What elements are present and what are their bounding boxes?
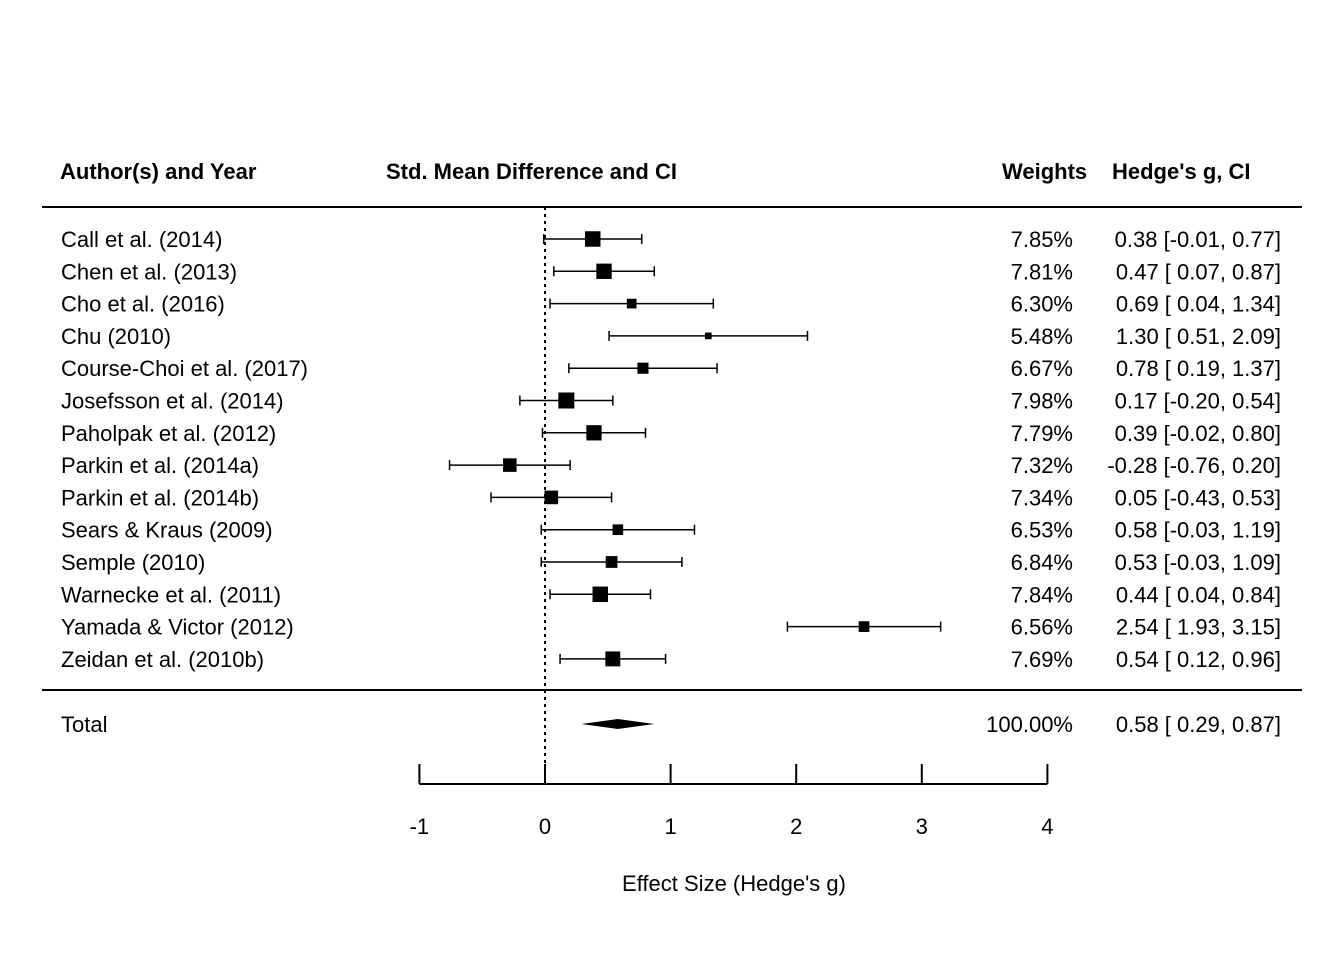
study-weight: 6.30% <box>1011 292 1073 317</box>
study-row: Parkin et al. (2014b) 7.34% 0.05 [-0.43, 0… <box>61 485 1281 510</box>
total-label: Total <box>61 712 107 737</box>
point-estimate-square <box>596 263 612 279</box>
study-weight: 6.53% <box>1011 518 1073 543</box>
study-row: Call et al. (2014) 7.85% 0.38 [-0.01, 0.77… <box>61 227 1281 252</box>
study-row: Parkin et al. (2014a) 7.32% -0.28 [-0.76, … <box>61 453 1281 478</box>
study-weight: 7.81% <box>1011 259 1073 284</box>
header-weights: Weights <box>1002 159 1087 184</box>
study-label: Yamada & Victor (2012) <box>61 615 294 640</box>
study-weight: 5.48% <box>1011 324 1073 349</box>
x-tick-label: 3 <box>916 814 928 839</box>
point-estimate-square <box>586 425 602 441</box>
study-weight: 6.56% <box>1011 615 1073 640</box>
x-tick-label: -1 <box>410 814 430 839</box>
x-tick-label: 0 <box>539 814 551 839</box>
study-ci-text: 0.69 [ 0.04, 1.34] <box>1116 292 1281 317</box>
study-ci-text: -0.28 [-0.76, 0.20] <box>1107 453 1281 478</box>
study-label: Cho et al. (2016) <box>61 292 225 317</box>
study-weight: 6.67% <box>1011 356 1073 381</box>
point-estimate-square <box>704 332 712 340</box>
study-label: Chen et al. (2013) <box>61 259 237 284</box>
header-plot: Std. Mean Difference and CI <box>386 159 677 184</box>
study-label: Josefsson et al. (2014) <box>61 389 284 414</box>
study-row: Semple (2010) 6.84% 0.53 [-0.03, 1.09] <box>61 550 1281 575</box>
study-label: Zeidan et al. (2010b) <box>61 647 264 672</box>
study-ci-text: 0.38 [-0.01, 0.77] <box>1115 227 1281 252</box>
study-label: Sears & Kraus (2009) <box>61 518 273 543</box>
point-estimate-square <box>592 586 609 603</box>
study-weight: 7.32% <box>1011 453 1073 478</box>
x-tick-label: 4 <box>1041 814 1053 839</box>
point-estimate-square <box>503 458 517 472</box>
point-estimate-square <box>637 362 649 374</box>
study-ci-text: 0.58 [-0.03, 1.19] <box>1115 518 1281 543</box>
summary-diamond <box>581 719 655 729</box>
study-row: Paholpak et al. (2012) 7.79% 0.39 [-0.02, … <box>61 421 1281 446</box>
study-weight: 7.34% <box>1011 485 1073 510</box>
study-label: Parkin et al. (2014b) <box>61 485 259 510</box>
x-tick-label: 2 <box>790 814 802 839</box>
study-weight: 7.79% <box>1011 421 1073 446</box>
x-tick-label: 1 <box>664 814 676 839</box>
total-ci-text: 0.58 [ 0.29, 0.87] <box>1116 712 1281 737</box>
study-ci-text: 0.39 [-0.02, 0.80] <box>1115 421 1281 446</box>
study-weight: 7.98% <box>1011 389 1073 414</box>
study-label: Paholpak et al. (2012) <box>61 421 276 446</box>
study-row: Chen et al. (2013) 7.81% 0.47 [ 0.07, 0.87… <box>61 259 1281 284</box>
study-weight: 7.85% <box>1011 227 1073 252</box>
point-estimate-square <box>558 392 575 409</box>
study-ci-text: 1.30 [ 0.51, 2.09] <box>1116 324 1281 349</box>
study-ci-text: 0.78 [ 0.19, 1.37] <box>1116 356 1281 381</box>
study-row: Josefsson et al. (2014) 7.98% 0.17 [-0.20,… <box>61 389 1281 414</box>
study-row: Zeidan et al. (2010b) 7.69% 0.54 [ 0.12, 0… <box>61 647 1281 672</box>
point-estimate-square <box>584 231 601 247</box>
point-estimate-square <box>858 621 870 632</box>
x-axis: -1 0 1 2 3 4 <box>410 764 1054 839</box>
study-ci-text: 2.54 [ 1.93, 3.15] <box>1116 615 1281 640</box>
point-estimate-square <box>605 651 621 667</box>
study-label: Warnecke et al. (2011) <box>61 582 281 607</box>
study-rows: Call et al. (2014) 7.85% 0.38 [-0.01, 0.77… <box>61 227 1281 672</box>
study-row: Chu (2010) 5.48% 1.30 [ 0.51, 2.09] <box>61 324 1281 349</box>
point-estimate-square <box>544 490 559 505</box>
point-estimate-square <box>626 298 637 309</box>
study-label: Parkin et al. (2014a) <box>61 453 259 478</box>
study-label: Semple (2010) <box>61 550 205 575</box>
study-label: Course-Choi et al. (2017) <box>61 356 308 381</box>
total-row: Total 100.00% 0.58 [ 0.29, 0.87] <box>61 712 1281 737</box>
study-row: Yamada & Victor (2012) 6.56% 2.54 [ 1.93, … <box>61 615 1281 640</box>
header-study: Author(s) and Year <box>60 159 257 184</box>
study-ci-text: 0.54 [ 0.12, 0.96] <box>1116 647 1281 672</box>
study-ci-text: 0.17 [-0.20, 0.54] <box>1115 389 1281 414</box>
point-estimate-square <box>605 556 618 568</box>
study-weight: 7.69% <box>1011 647 1073 672</box>
study-row: Course-Choi et al. (2017) 6.67% 0.78 [ 0.1… <box>61 356 1281 381</box>
header-effect: Hedge's g, CI <box>1112 159 1250 184</box>
x-axis-label: Effect Size (Hedge's g) <box>622 871 846 896</box>
study-row: Warnecke et al. (2011) 7.84% 0.44 [ 0.04, … <box>61 582 1281 607</box>
study-ci-text: 0.05 [-0.43, 0.53] <box>1115 485 1281 510</box>
study-ci-text: 0.44 [ 0.04, 0.84] <box>1116 582 1281 607</box>
study-label: Call et al. (2014) <box>61 227 222 252</box>
study-row: Cho et al. (2016) 6.30% 0.69 [ 0.04, 1.34] <box>61 292 1281 317</box>
study-weight: 7.84% <box>1011 582 1073 607</box>
study-weight: 6.84% <box>1011 550 1073 575</box>
study-ci-text: 0.47 [ 0.07, 0.87] <box>1116 259 1281 284</box>
point-estimate-square <box>612 524 624 535</box>
study-row: Sears & Kraus (2009) 6.53% 0.58 [-0.03, 1.… <box>61 518 1281 543</box>
total-weight: 100.00% <box>986 712 1073 737</box>
study-ci-text: 0.53 [-0.03, 1.09] <box>1115 550 1281 575</box>
study-label: Chu (2010) <box>61 324 171 349</box>
